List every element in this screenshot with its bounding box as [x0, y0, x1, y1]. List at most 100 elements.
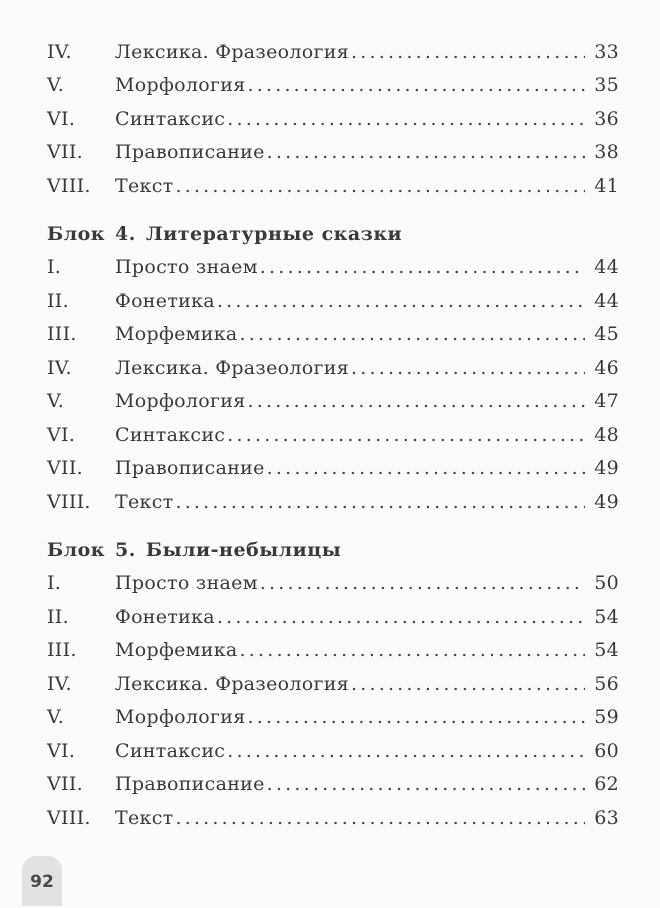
entry-number: VIII.: [47, 806, 91, 829]
entry-title: Морфология: [115, 706, 246, 729]
entry-title: Морфемика: [115, 323, 238, 346]
entry-title: Морфемика: [115, 639, 238, 662]
toc-entry[interactable]: VII. Правописание 38: [47, 136, 619, 170]
toc-entry[interactable]: VI. Синтаксис 48: [47, 418, 619, 452]
toc-entry[interactable]: VIII. Текст 49: [47, 485, 619, 519]
toc-entry[interactable]: V. Морфология 35: [47, 69, 619, 103]
dot-leader: [175, 175, 585, 197]
entry-page: 63: [594, 806, 619, 829]
entry-number: V.: [47, 706, 65, 729]
entry-page: 62: [594, 773, 619, 796]
dot-leader: [227, 424, 585, 446]
entry-title: Морфология: [115, 74, 246, 97]
dot-leader: [260, 572, 585, 594]
dot-leader: [247, 74, 585, 96]
entry-page: 49: [594, 457, 619, 480]
entry-title: Правописание: [115, 457, 265, 480]
toc-entry[interactable]: IV. Лексика. Фразеология 46: [47, 351, 619, 385]
entry-title: Фонетика: [115, 289, 215, 312]
entry-title: Лексика. Фразеология: [115, 356, 349, 379]
entry-page: 45: [594, 323, 619, 346]
entry-page: 44: [594, 289, 619, 312]
toc-entry[interactable]: V. Морфология 47: [47, 385, 619, 419]
entry-page: 48: [594, 423, 619, 446]
dot-leader: [175, 807, 585, 829]
entry-page: 35: [594, 74, 619, 97]
heading-number: 5.: [115, 538, 136, 561]
entry-title: Текст: [115, 806, 174, 829]
dot-leader: [240, 639, 585, 661]
toc-entry[interactable]: IV. Лексика. Фразеология 33: [47, 35, 619, 69]
section-heading: Блок 5. Были-небылицы: [47, 533, 619, 567]
entry-number: VIII.: [47, 174, 91, 197]
entry-page: 49: [594, 490, 619, 513]
entry-number: VI.: [47, 423, 76, 446]
page-number-badge: 92: [22, 856, 62, 906]
dot-leader: [217, 606, 585, 628]
dot-leader: [175, 491, 585, 513]
dot-leader: [351, 357, 585, 379]
toc-entry[interactable]: VII. Правописание 49: [47, 452, 619, 486]
entry-title: Текст: [115, 490, 174, 513]
entry-number: I.: [47, 572, 62, 595]
entry-number: IV.: [47, 40, 72, 63]
entry-page: 54: [594, 605, 619, 628]
dot-leader: [240, 323, 585, 345]
entry-number: VII.: [47, 141, 83, 164]
toc-entry[interactable]: III. Морфемика 45: [47, 318, 619, 352]
entry-page: 59: [594, 706, 619, 729]
toc-entry[interactable]: VI. Синтаксис 36: [47, 102, 619, 136]
toc-entry[interactable]: VI. Синтаксис 60: [47, 734, 619, 768]
toc-entry[interactable]: V. Морфология 59: [47, 701, 619, 735]
toc-entry[interactable]: IV. Лексика. Фразеология 56: [47, 667, 619, 701]
entry-number: IV.: [47, 672, 72, 695]
entry-title: Лексика. Фразеология: [115, 40, 349, 63]
dot-leader: [267, 457, 585, 479]
heading-label: Блок: [47, 222, 106, 245]
toc-entry[interactable]: VII. Правописание 62: [47, 768, 619, 802]
entry-number: V.: [47, 390, 65, 413]
dot-leader: [267, 141, 585, 163]
dot-leader: [351, 673, 585, 695]
entry-number: VII.: [47, 457, 83, 480]
heading-title: Были-небылицы: [145, 538, 342, 561]
entry-title: Синтаксис: [115, 107, 226, 130]
entry-page: 41: [594, 174, 619, 197]
entry-title: Лексика. Фразеология: [115, 672, 349, 695]
entry-page: 33: [594, 40, 619, 63]
dot-leader: [351, 41, 585, 63]
entry-number: V.: [47, 74, 65, 97]
entry-title: Текст: [115, 174, 174, 197]
heading-label: Блок: [47, 538, 106, 561]
dot-leader: [227, 108, 585, 130]
dot-leader: [267, 773, 585, 795]
toc-entry[interactable]: III. Морфемика 54: [47, 634, 619, 668]
toc-entry[interactable]: I. Просто знаем 50: [47, 567, 619, 601]
entry-page: 36: [594, 107, 619, 130]
dot-leader: [260, 256, 585, 278]
toc-entry[interactable]: VIII. Текст 41: [47, 169, 619, 203]
dot-leader: [217, 290, 585, 312]
entry-title: Просто знаем: [115, 256, 258, 279]
entry-title: Морфология: [115, 390, 246, 413]
entry-page: 50: [594, 572, 619, 595]
toc-entry[interactable]: II. Фонетика 54: [47, 600, 619, 634]
dot-leader: [247, 706, 585, 728]
entry-page: 60: [594, 739, 619, 762]
entry-number: II.: [47, 289, 69, 312]
entry-number: IV.: [47, 356, 72, 379]
entry-number: III.: [47, 323, 77, 346]
entry-page: 38: [594, 141, 619, 164]
entry-number: VI.: [47, 739, 76, 762]
entry-title: Синтаксис: [115, 423, 226, 446]
toc-entry[interactable]: II. Фонетика 44: [47, 284, 619, 318]
entry-number: VIII.: [47, 490, 91, 513]
entry-number: I.: [47, 256, 62, 279]
heading-number: 4.: [115, 222, 136, 245]
toc-entry[interactable]: VIII. Текст 63: [47, 801, 619, 835]
toc-entry[interactable]: I. Просто знаем 44: [47, 251, 619, 285]
section-heading: Блок 4. Литературные сказки: [47, 217, 619, 251]
entry-page: 44: [594, 256, 619, 279]
entry-number: VI.: [47, 107, 76, 130]
entry-page: 46: [594, 356, 619, 379]
